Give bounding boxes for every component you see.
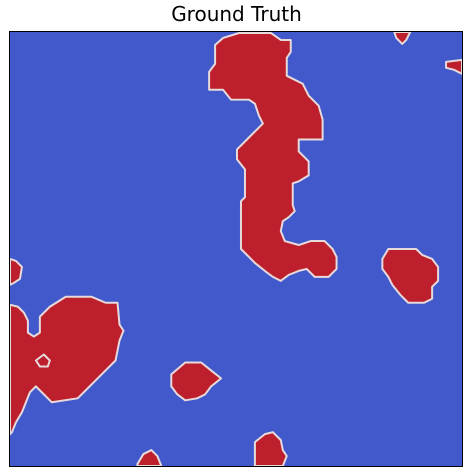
bottom-center-region — [253, 431, 288, 466]
right-edge-region — [445, 58, 462, 75]
central-region — [208, 32, 338, 282]
bottom-small-region — [136, 449, 163, 466]
segmentation-canvas — [10, 32, 462, 466]
bottom-left-region — [170, 361, 223, 402]
right-middle-region — [381, 248, 440, 304]
figure-title: Ground Truth — [171, 2, 302, 26]
top-right-region — [393, 32, 412, 45]
region-blobs — [10, 32, 462, 466]
background-area — [10, 32, 462, 466]
segmentation-map — [9, 31, 463, 467]
left-large-region — [10, 295, 125, 436]
left-edge-small-region — [10, 257, 23, 286]
